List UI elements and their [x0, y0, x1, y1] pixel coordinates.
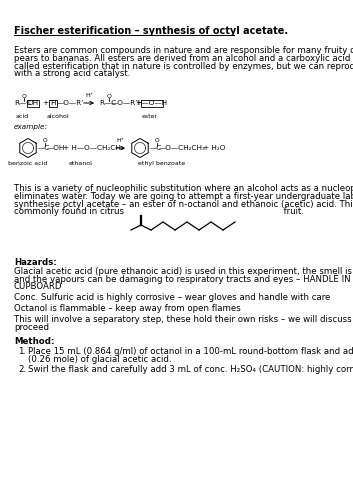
Text: +: +	[135, 100, 141, 106]
Text: Octanol is flammable – keep away from open flames: Octanol is flammable – keep away from op…	[14, 304, 241, 313]
Text: Conc. Sulfuric acid is highly corrosive – wear gloves and handle with care: Conc. Sulfuric acid is highly corrosive …	[14, 293, 330, 302]
Text: H⁺: H⁺	[85, 93, 93, 98]
Bar	[141, 100, 163, 106]
Text: Hazards:: Hazards:	[14, 258, 57, 267]
Text: ethanol: ethanol	[69, 161, 93, 166]
Text: —C: —C	[38, 145, 50, 151]
Text: acid: acid	[16, 114, 29, 119]
Text: H: H	[50, 100, 56, 106]
Text: O: O	[155, 138, 160, 143]
Text: + H—O—CH₂CH₃: + H—O—CH₂CH₃	[63, 145, 124, 151]
Text: This is a variety of nucleophilic substitution where an alcohol acts as a nucleo: This is a variety of nucleophilic substi…	[14, 184, 353, 193]
Text: O: O	[107, 94, 112, 98]
Text: Method:: Method:	[14, 338, 54, 346]
Text: example:: example:	[14, 124, 48, 130]
Text: and the vapours can be damaging to respiratory tracts and eyes – HANDLE IN FUME: and the vapours can be damaging to respi…	[14, 274, 353, 283]
Text: Esters are common compounds in nature and are responsible for many fruity odours: Esters are common compounds in nature an…	[14, 46, 353, 55]
Text: —C: —C	[150, 145, 162, 151]
Text: eliminates water. Today we are going to attempt a first-year undergraduate lab t: eliminates water. Today we are going to …	[14, 192, 353, 201]
Text: H—O—H: H—O—H	[137, 100, 168, 106]
Text: CUPBOARD: CUPBOARD	[14, 282, 62, 292]
Text: with a strong acid catalyst.: with a strong acid catalyst.	[14, 70, 130, 78]
Text: commonly found in citrus                                                        : commonly found in citrus	[14, 208, 304, 216]
Text: OH: OH	[28, 100, 38, 106]
Text: alcohol: alcohol	[47, 114, 69, 119]
Text: O: O	[43, 138, 48, 143]
Text: Glacial acetic acid (pure ethanoic acid) is used in this experiment, the smell i: Glacial acetic acid (pure ethanoic acid)…	[14, 267, 353, 276]
Text: —OH: —OH	[47, 145, 65, 151]
Text: pears to bananas. All esters are derived from an alcohol and a carboxylic acid –: pears to bananas. All esters are derived…	[14, 54, 353, 63]
Text: ester: ester	[142, 114, 158, 119]
Text: R—C: R—C	[14, 100, 31, 106]
Text: —O—R’: —O—R’	[111, 100, 138, 106]
Text: synthesise octyl acetate – an ester of n-octanol and ethanoic (acetic) acid. Thi: synthesise octyl acetate – an ester of n…	[14, 200, 353, 208]
Text: Swirl the flask and carefully add 3 mL of conc. H₂SO₄ (CAUTION: highly corrosive: Swirl the flask and carefully add 3 mL o…	[28, 365, 353, 374]
Text: H⁺: H⁺	[116, 138, 125, 143]
Text: 1.: 1.	[18, 347, 26, 356]
Text: O: O	[22, 94, 27, 98]
Text: called esterification that in nature is controlled by enzymes, but we can reprod: called esterification that in nature is …	[14, 62, 353, 70]
Text: (0.26 mole) of glacial acetic acid.: (0.26 mole) of glacial acetic acid.	[28, 355, 172, 364]
Text: This will involve a separatory step, these hold their own risks – we will discus: This will involve a separatory step, the…	[14, 315, 353, 324]
Text: proceed: proceed	[14, 322, 49, 332]
Text: Place 15 mL (0.864 g/ml) of octanol in a 100-mL round-bottom flask and add 15 mL: Place 15 mL (0.864 g/ml) of octanol in a…	[28, 347, 353, 356]
Text: —O—CH₂CH₃: —O—CH₂CH₃	[159, 145, 206, 151]
Text: benzoic acid: benzoic acid	[8, 161, 48, 166]
Text: 2.: 2.	[18, 365, 26, 374]
Bar	[49, 100, 57, 106]
Text: Fischer esterification – synthesis of octyl acetate.: Fischer esterification – synthesis of oc…	[14, 26, 288, 36]
Text: —O—R’: —O—R’	[57, 100, 84, 106]
Text: +: +	[42, 100, 48, 106]
Text: ethyl benzoate: ethyl benzoate	[138, 161, 186, 166]
Bar	[27, 100, 39, 106]
Text: R—C: R—C	[99, 100, 116, 106]
Text: + H₂O: + H₂O	[203, 145, 225, 151]
